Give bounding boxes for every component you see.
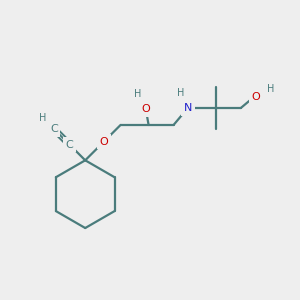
Text: C: C (50, 124, 58, 134)
Text: O: O (100, 136, 108, 147)
Text: O: O (141, 104, 150, 114)
Text: H: H (177, 88, 184, 98)
Text: N: N (184, 103, 192, 113)
Text: H: H (39, 112, 46, 123)
Text: H: H (267, 84, 274, 94)
Text: O: O (251, 92, 260, 102)
Text: H: H (134, 89, 141, 99)
Text: C: C (66, 140, 74, 150)
